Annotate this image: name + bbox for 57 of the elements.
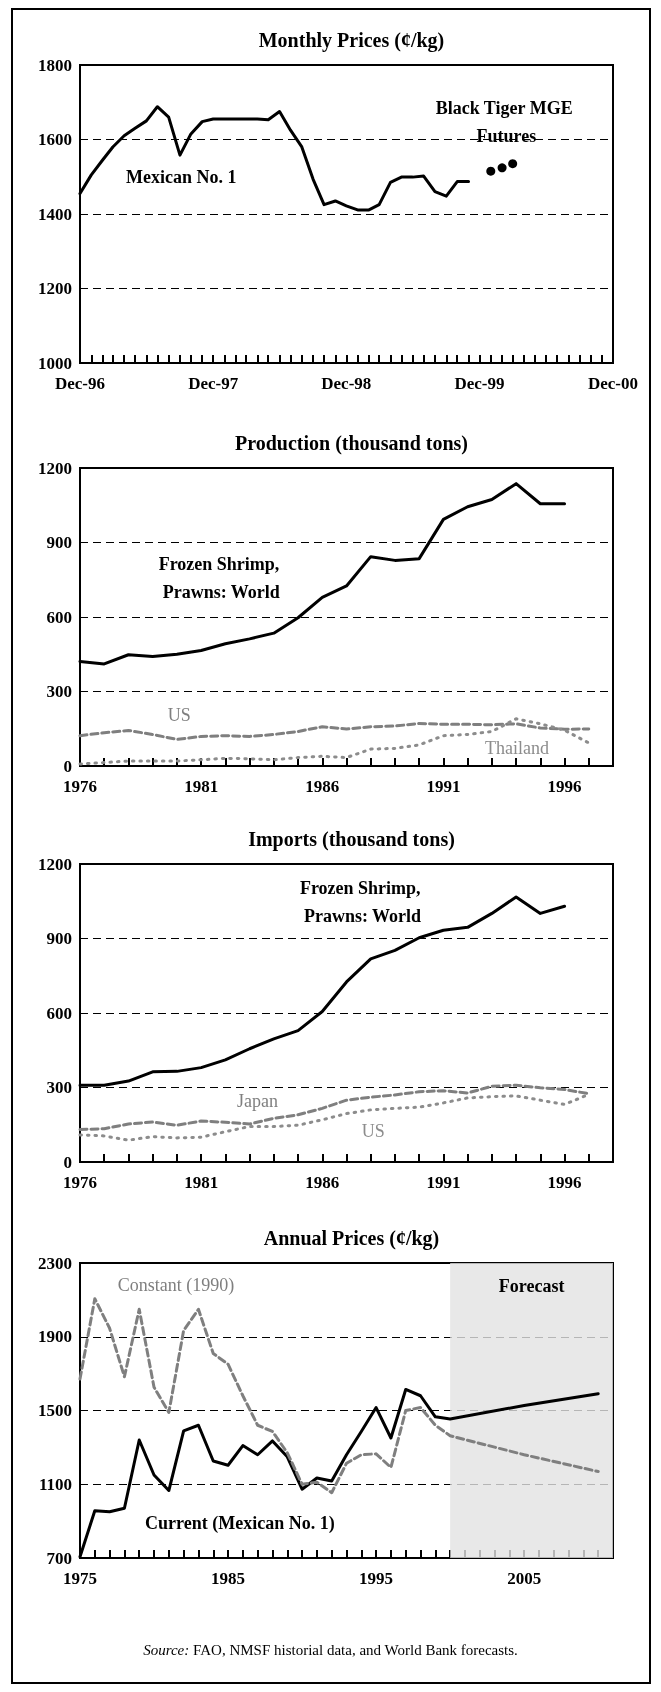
y-tick-label: 1200	[38, 279, 72, 298]
x-tick-label: 1986	[305, 777, 340, 796]
x-tick-label: 1995	[359, 1569, 394, 1588]
y-tick-label: 2300	[38, 1253, 72, 1273]
x-tick-label: 1976	[63, 777, 97, 796]
y-tick-label: 1100	[38, 1474, 72, 1494]
y-tick-label: 1000	[38, 353, 72, 373]
series-label: Constant (1990)	[117, 1275, 235, 1297]
series-label: Mexican No. 1	[126, 167, 237, 188]
series-label: Frozen Shrimp, Prawns: World	[299, 877, 426, 926]
x-tick-label: 1976	[63, 1173, 97, 1192]
y-tick-label: 1600	[38, 130, 72, 149]
x-tick-label: 1981	[184, 777, 219, 796]
source-note: Source: FAO, NMSF historial data, and World Bank forecasts.	[142, 1642, 519, 1659]
chart-title: Production (thousand tons)	[234, 432, 469, 455]
y-tick-label: 600	[46, 1003, 72, 1023]
x-tick-label: 1991	[426, 1173, 461, 1192]
y-tick-label: 600	[46, 607, 72, 627]
y-tick-label: 1500	[38, 1401, 72, 1420]
line-series	[78, 1297, 600, 1495]
x-tick-label: 1986	[305, 1173, 340, 1192]
series-label: US	[167, 705, 191, 726]
series-label: Japan	[237, 1091, 278, 1112]
y-tick-label: 1800	[38, 55, 72, 75]
x-tick-label: 1996	[547, 1173, 582, 1192]
y-tick-label: 1900	[38, 1327, 72, 1347]
y-tick-label: 0	[63, 756, 72, 776]
x-tick-label: Dec-99	[454, 374, 505, 393]
x-tick-label: Dec-00	[587, 374, 639, 393]
y-tick-label: 0	[63, 1152, 72, 1172]
series-label: Frozen Shrimp, Prawns: World	[158, 554, 284, 603]
x-tick-label: 1981	[184, 1173, 219, 1192]
y-tick-label: 1200	[38, 458, 72, 478]
x-tick-label: 1975	[63, 1569, 97, 1588]
band-label: Forecast	[498, 1276, 565, 1296]
y-tick-label: 900	[46, 533, 72, 552]
x-tick-label: 1991	[426, 777, 461, 796]
line-series	[78, 722, 591, 741]
series-label: Thailand	[485, 738, 550, 759]
series-label: Current (Mexican No. 1)	[145, 1513, 335, 1535]
x-tick-label: 2005	[507, 1569, 542, 1588]
x-tick-label: Dec-96	[54, 374, 106, 393]
series-label: US	[361, 1120, 385, 1141]
x-tick-label: Dec-97	[188, 374, 239, 393]
y-tick-label: 1400	[38, 204, 72, 224]
x-tick-label: 1996	[547, 777, 582, 796]
y-tick-label: 300	[46, 682, 72, 701]
chart-title: Imports (thousand tons)	[248, 828, 455, 851]
chart-title: Monthly Prices (¢/kg)	[258, 29, 445, 52]
chart-title: Annual Prices (¢/kg)	[263, 1227, 440, 1250]
y-tick-label: 700	[46, 1548, 72, 1568]
y-tick-label: 900	[46, 929, 72, 948]
y-tick-label: 1200	[38, 854, 72, 874]
text: Black Tiger MGE Futures	[435, 97, 578, 146]
x-tick-label: 1985	[211, 1569, 246, 1588]
y-tick-label: 300	[46, 1078, 72, 1097]
x-tick-label: Dec-98	[321, 374, 372, 393]
